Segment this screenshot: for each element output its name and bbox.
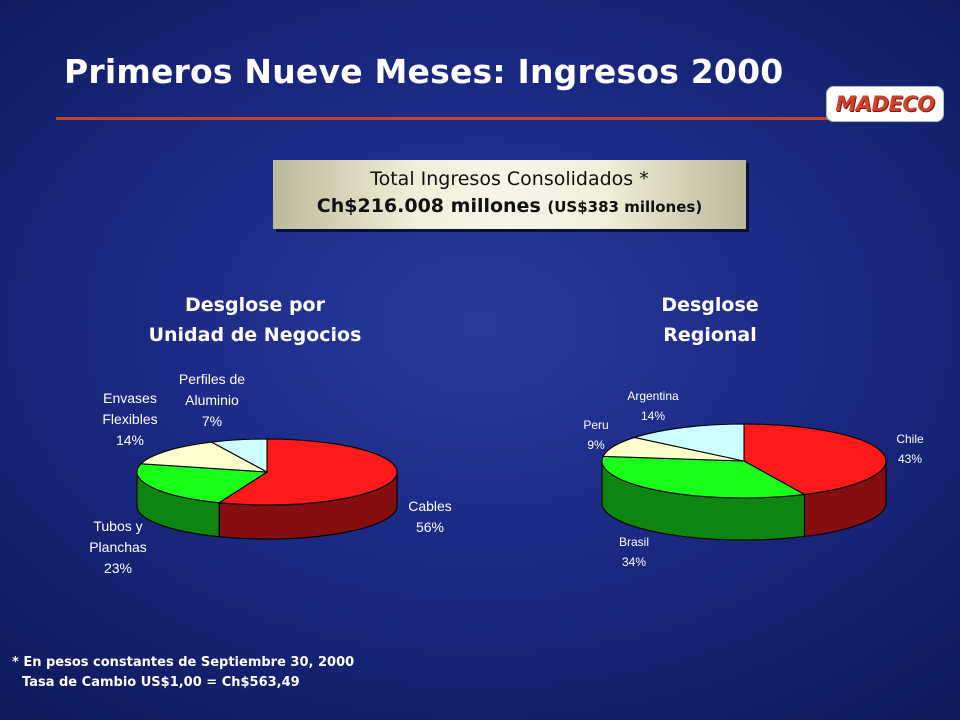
chart1-title-line2: Unidad de Negocios	[148, 324, 362, 346]
chart2-label-brasil-pct: 34%	[621, 555, 647, 569]
title-underline	[56, 117, 836, 120]
chart2-label-argentina-name: Argentina	[627, 389, 679, 403]
chart1-label-cables-pct: 56%	[415, 519, 445, 535]
slide-title: Primeros Nueve Meses: Ingresos 2000	[64, 52, 784, 91]
chart1-label-tubos-pct: 23%	[103, 560, 133, 576]
chart2-title-line1: Desglose	[661, 294, 759, 316]
chart2-slice-brasil	[601, 455, 807, 499]
chart1-label-perfiles-name1: Perfiles de	[178, 371, 246, 387]
chart2-label-chile-name: Chile	[896, 432, 924, 446]
chart2-label-chile: Chile 43%	[860, 429, 960, 469]
chart1-slice-cables	[217, 438, 398, 506]
chart1-label-envases-name1: Envases	[103, 390, 157, 406]
chart2-label-argentina: Argentina 14%	[603, 386, 703, 426]
chart2-title: Desglose Regional	[590, 290, 830, 350]
footnote-line2: Tasa de Cambio US$1,00 = Ch$563,49	[22, 675, 300, 690]
total-revenue-usd: (US$383 millones)	[547, 198, 703, 216]
logo-text: MADECO	[835, 92, 935, 116]
chart1-label-tubos-name1: Tubos y	[93, 518, 143, 534]
chart1-label-tubos: Tubos y Planchas 23%	[68, 516, 168, 579]
chart1-label-perfiles-pct: 7%	[201, 413, 223, 429]
chart1-label-envases: Envases Flexibles 14%	[80, 388, 180, 451]
chart2-label-peru-pct: 9%	[587, 438, 605, 452]
chart1-label-cables: Cables 56%	[380, 496, 480, 538]
footnote: * En pesos constantes de Septiembre 30, …	[12, 653, 354, 693]
chart2-label-brasil: Brasil 34%	[584, 532, 684, 572]
chart2-slice-chile	[743, 423, 887, 496]
chart2-label-argentina-pct: 14%	[640, 409, 666, 423]
footnote-line1: * En pesos constantes de Septiembre 30, …	[12, 655, 355, 670]
chart1-label-cables-name: Cables	[408, 498, 452, 514]
chart1-slice-envases-flexibles	[139, 441, 268, 473]
chart2-label-peru-name: Peru	[583, 418, 609, 432]
chart1-slice-tubos-y-planchas	[136, 463, 269, 504]
chart1-label-perfiles-name2: Aluminio	[185, 392, 239, 408]
chart1-label-perfiles: Perfiles de Aluminio 7%	[162, 369, 262, 432]
chart2-slice-argentina	[632, 423, 745, 462]
chart1-label-envases-pct: 14%	[115, 432, 145, 448]
chart1-label-tubos-name2: Planchas	[89, 539, 147, 555]
total-revenue-value: Ch$216.008 millones (US$383 millones)	[273, 195, 746, 217]
chart2-label-brasil-name: Brasil	[618, 535, 649, 549]
chart2-title-line2: Regional	[663, 324, 757, 346]
chart1-slice-perfiles-de-aluminio	[209, 438, 268, 473]
chart1-title: Desglose por Unidad de Negocios	[95, 290, 415, 350]
madeco-logo: MADECO	[826, 86, 944, 122]
chart2-label-peru: Peru 9%	[546, 415, 646, 455]
chart2-label-chile-pct: 43%	[897, 452, 923, 466]
chart1-title-line1: Desglose por	[185, 294, 325, 316]
total-revenue-label: Total Ingresos Consolidados *	[370, 168, 649, 190]
chart1-label-envases-name2: Flexibles	[102, 411, 158, 427]
total-revenue-box: Total Ingresos Consolidados * Ch$216.008…	[273, 160, 746, 229]
total-revenue-clp: Ch$216.008 millones	[316, 195, 541, 217]
